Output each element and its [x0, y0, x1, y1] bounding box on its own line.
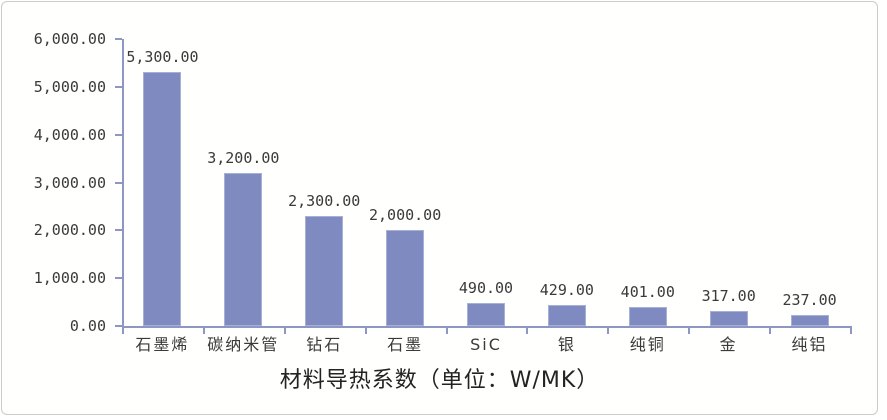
category-label: 石墨烯 [135, 335, 190, 354]
category-label: SiC [470, 335, 502, 354]
bar [790, 314, 829, 326]
bar-value-label: 490.00 [458, 278, 514, 297]
bar-value-label: 429.00 [539, 281, 594, 300]
y-axis-label: 1,000.00 [33, 269, 106, 288]
bar [467, 302, 505, 326]
category-label: 银 [557, 335, 576, 354]
bar-value-label: 401.00 [620, 282, 675, 301]
y-axis-tick [115, 181, 122, 184]
y-axis-tick [115, 133, 122, 136]
bar-value-label: 237.00 [782, 290, 837, 309]
y-axis-tick [115, 38, 122, 40]
y-axis-label: 4,000.00 [33, 125, 106, 144]
bar [386, 230, 425, 326]
bar-value-label: 2,000.00 [368, 206, 442, 225]
x-axis-tick [769, 328, 772, 334]
bar [224, 172, 263, 326]
category-label: 金 [719, 335, 738, 354]
y-axis-line [122, 39, 124, 328]
x-axis-tick [526, 328, 529, 334]
category-label: 纯铜 [629, 335, 666, 354]
chart-title: 材料导热系数（单位：W/MK） [279, 368, 600, 393]
category-label: 碳纳米管 [207, 335, 280, 354]
category-label: 纯铝 [791, 335, 828, 354]
y-axis-label: 6,000.00 [33, 30, 106, 48]
bar-value-label: 317.00 [701, 286, 756, 305]
y-axis-label: 2,000.00 [33, 221, 106, 240]
bar [547, 305, 586, 326]
y-axis-label: 0.00 [69, 317, 106, 335]
x-axis-tick [445, 328, 448, 334]
bar [143, 72, 182, 326]
y-axis-tick [115, 277, 122, 280]
x-axis-tick [850, 328, 852, 334]
bar-value-label: 2,300.00 [288, 191, 361, 210]
category-label: 石墨 [387, 335, 424, 354]
x-axis-tick [122, 328, 124, 334]
x-axis-tick [607, 328, 610, 334]
x-axis-line [122, 326, 852, 328]
bar-chart-plot-area: 0.00 1,000.00 2,000.00 3,000.00 4,000.00 5,00… [2, 2, 877, 414]
y-axis-tick [115, 229, 122, 232]
bar-value-label: 5,300.00 [126, 48, 199, 67]
bar [628, 306, 667, 326]
bar [709, 310, 748, 326]
bar-value-label: 3,200.00 [207, 148, 280, 167]
x-axis-tick [364, 328, 367, 334]
y-axis-tick [115, 325, 122, 327]
x-axis-tick [283, 328, 286, 334]
chart-frame: 0.00 1,000.00 2,000.00 3,000.00 4,000.00 5,00… [1, 1, 878, 415]
y-axis-tick [115, 85, 122, 88]
category-label: 钻石 [306, 335, 343, 354]
x-axis-tick [688, 328, 691, 334]
y-axis-label: 5,000.00 [33, 77, 106, 96]
bar [305, 215, 344, 326]
x-axis-tick [202, 328, 205, 334]
y-axis-label: 3,000.00 [33, 173, 106, 192]
